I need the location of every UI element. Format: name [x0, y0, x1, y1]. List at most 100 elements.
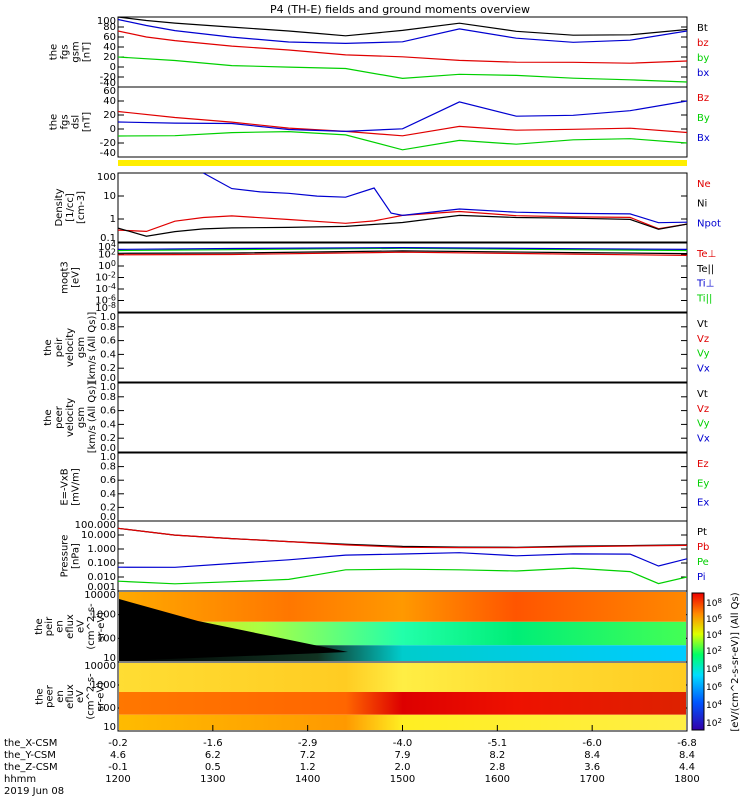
quality-flag-bar — [118, 160, 687, 166]
legend-entry: Pt — [697, 527, 707, 538]
y-axis-label: the peir velocity gsm [km/s (All Qs)] — [43, 312, 98, 384]
y-tick-label: 10000 — [84, 661, 116, 672]
y-tick-label: -40 — [100, 148, 116, 159]
y-label-line: the — [34, 618, 45, 634]
y-tick-label: 0.0 — [100, 443, 116, 454]
panel-frame — [117, 452, 688, 522]
panel-frame — [117, 520, 688, 592]
legend-entry: bz — [697, 38, 709, 49]
legend-entry: Vx — [697, 363, 710, 374]
y-tick-label: 100 — [97, 172, 116, 183]
y-label-line: dsl — [71, 115, 82, 129]
y-label-line: peir — [54, 337, 65, 357]
series-Te⊥ — [118, 251, 687, 256]
y-label-line: (cm^2-s- — [86, 603, 97, 650]
legend-entry: Pe — [697, 557, 709, 568]
y-label-line: fgs — [60, 114, 71, 129]
y-tick-label: 0.8 — [100, 322, 116, 333]
y-tick-label: 0.6 — [100, 406, 116, 417]
panel-e_field: E=-VxB [mV/m] 1.00.8 0.6 0.4 0.20.0 Ez Ey Ex — [60, 452, 710, 523]
colorbar-tick: 102 — [706, 645, 722, 657]
heatmap-band-high — [119, 663, 686, 692]
y-tick-label: 1000 — [91, 610, 116, 621]
panel-frame — [117, 312, 688, 383]
colorbar-tick: 104 — [706, 629, 722, 641]
footer-row-label: the_Y-CSM — [4, 750, 56, 761]
footer-value: 1600 — [485, 774, 510, 785]
y-tick-label: 10-6 — [95, 294, 116, 307]
footer-row-label: hhmm — [4, 774, 36, 785]
y-tick-label: 0.1 — [100, 233, 116, 244]
y-axis-label: E=-VxB [mV/m] — [60, 468, 82, 506]
y-label-line: velocity — [65, 398, 76, 437]
y-tick-label: 0.4 — [100, 349, 116, 360]
footer-value: -0.2 — [108, 738, 128, 749]
series-By — [118, 130, 687, 151]
y-tick-label: 10.000 — [81, 530, 116, 541]
y-label-line: E=-VxB — [60, 468, 71, 505]
legend-entry: Ne — [697, 179, 711, 190]
y-tick-label: 0 — [110, 62, 116, 73]
y-tick-label: 0.2 — [100, 363, 116, 374]
legend-entry: Ey — [697, 478, 709, 489]
y-label-line: [nT] — [82, 42, 93, 62]
y-label-line: the — [35, 688, 46, 704]
y-label-line: [nPa] — [71, 543, 82, 569]
panel-frame — [117, 172, 688, 243]
y-label-line: eV — [75, 620, 86, 633]
legend-entry: Ti|| — [696, 293, 712, 304]
y-tick-label: 100.000 — [75, 520, 116, 531]
footer-value: 1400 — [295, 774, 320, 785]
y-axis-label: Density [1/cc] [cm-3] — [54, 188, 87, 226]
y-axis-label: the peir en eflux eV (cm^2-s-sr-eV) — [34, 603, 107, 650]
y-label-line: the — [49, 114, 60, 130]
legend-entry: Bz — [697, 93, 709, 104]
series-Ne — [118, 210, 687, 233]
y-label-line: en — [55, 690, 66, 703]
y-tick-label: 0.0 — [100, 373, 116, 384]
panels: the fgs gsm [nT]100806040200-20-40Btbzbybxt… — [34, 16, 721, 733]
y-tick-label: 80 — [103, 22, 116, 33]
y-tick-label: 0.0 — [100, 512, 116, 523]
y-tick-label: -40 — [100, 78, 116, 89]
y-label-line: the — [49, 44, 60, 60]
footer-value: 3.6 — [584, 762, 600, 773]
y-label-line: sr-eV) — [96, 612, 107, 641]
footer-value: 0.5 — [205, 762, 221, 773]
footer-value: -1.6 — [203, 738, 223, 749]
y-tick-label: 100 — [97, 633, 116, 644]
legend-entry: Bt — [697, 23, 708, 34]
y-label-line: gsm — [71, 41, 82, 62]
series-by — [118, 56, 687, 83]
y-label-line: eflux — [65, 614, 76, 639]
y-label-line: (cm^2-s- — [85, 673, 96, 720]
y-label-line: fgs — [60, 44, 71, 59]
y-tick-label: 100 — [98, 259, 116, 272]
y-tick-label: 102 — [98, 248, 116, 261]
footer-value: 4.4 — [679, 762, 695, 773]
y-tick-label: 0.4 — [100, 489, 116, 500]
footer-value: 1800 — [674, 774, 699, 785]
y-tick-label: 1.000 — [87, 544, 116, 555]
colorbar-tick: 104 — [706, 699, 722, 711]
footer-value: 2.0 — [395, 762, 411, 773]
y-label-line: [cm-3] — [76, 191, 87, 224]
footer-value: 8.4 — [679, 750, 695, 761]
footer-value: -4.0 — [393, 738, 413, 749]
y-label-line: eV — [75, 690, 86, 703]
footer-row-label: the_Z-CSM — [4, 762, 58, 773]
y-tick-label: 0.2 — [100, 502, 116, 513]
y-label-line: peer — [54, 405, 65, 429]
y-tick-label: 0.6 — [100, 475, 116, 486]
legend-entry: Vy — [697, 419, 710, 430]
colorbar-tick: 106 — [706, 613, 722, 625]
colorbar: 108 106 104 102 108 106 104 102 [eV/(cm^2-s-sr-e… — [691, 592, 741, 732]
y-tick-label: 1 — [110, 214, 116, 225]
y-axis-label: the peer velocity gsm [km/s (All Qs)] — [43, 382, 98, 454]
y-tick-label: 40 — [103, 42, 116, 53]
y-label-line: peer — [45, 684, 56, 708]
y-tick-label: 0.010 — [87, 572, 116, 583]
